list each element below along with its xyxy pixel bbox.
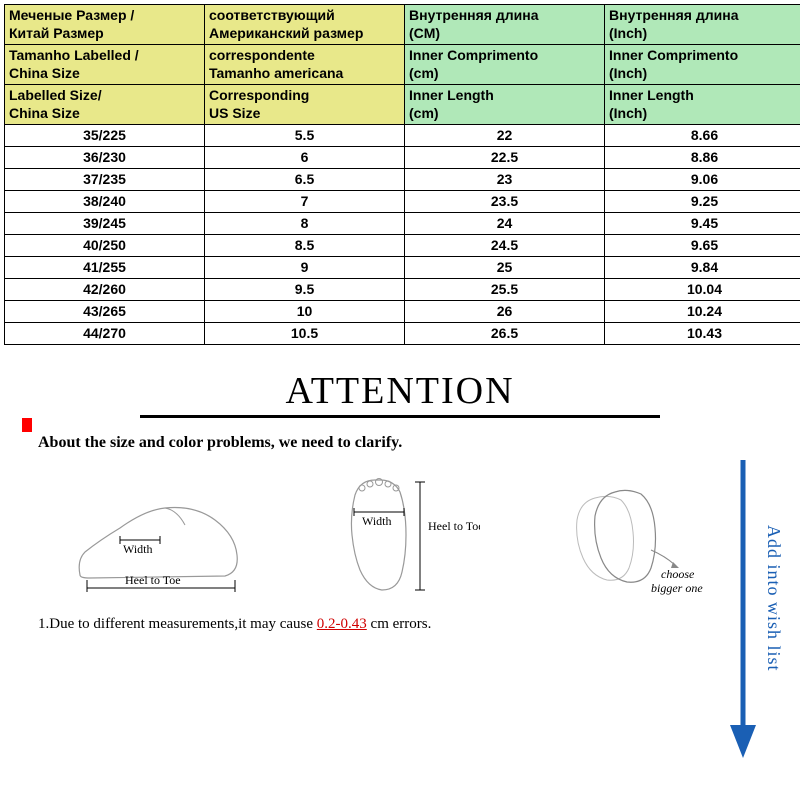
table-cell: 7	[205, 191, 405, 213]
table-cell: 42/260	[5, 279, 205, 301]
table-row: 37/2356.5239.06	[5, 169, 800, 191]
svg-text:Width: Width	[362, 514, 392, 528]
header-cell: Внутренняя длина(CM)	[405, 5, 605, 45]
heel-toe-label: Heel to Toe	[125, 573, 181, 587]
table-cell: 8	[205, 213, 405, 235]
foot-diagrams: Width Heel to Toe Width	[40, 470, 760, 600]
table-cell: 26	[405, 301, 605, 323]
size-table-container: Меченые Размер /Китай Размерсоответствую…	[0, 0, 800, 345]
wishlist-label[interactable]: Add into wish list	[763, 525, 784, 672]
table-row: 42/2609.525.510.04	[5, 279, 800, 301]
note-prefix: 1.Due to different measurements,it may c…	[38, 616, 317, 632]
table-cell: 9.45	[605, 213, 800, 235]
table-cell: 44/270	[5, 323, 205, 345]
note-suffix: cm errors.	[367, 616, 432, 632]
table-cell: 43/265	[5, 301, 205, 323]
header-cell: Inner Comprimento(Inch)	[605, 45, 800, 85]
header-cell: Inner Length(cm)	[405, 85, 605, 125]
table-cell: 10.5	[205, 323, 405, 345]
attention-section: ATTENTION About the size and color probl…	[0, 345, 800, 633]
table-cell: 35/225	[5, 125, 205, 147]
table-cell: 9.06	[605, 169, 800, 191]
table-cell: 41/255	[5, 257, 205, 279]
table-row: 43/265102610.24	[5, 301, 800, 323]
table-cell: 8.86	[605, 147, 800, 169]
svg-text:Heel to Toe: Heel to Toe	[428, 519, 480, 533]
table-cell: 23	[405, 169, 605, 191]
table-cell: 22.5	[405, 147, 605, 169]
header-cell: Labelled Size/China Size	[5, 85, 205, 125]
table-cell: 23.5	[405, 191, 605, 213]
attention-title: ATTENTION	[140, 369, 660, 418]
table-cell: 22	[405, 125, 605, 147]
size-table-body: 35/2255.5228.6636/230622.58.8637/2356.52…	[5, 125, 800, 345]
size-table: Меченые Размер /Китай Размерсоответствую…	[4, 4, 800, 345]
table-cell: 39/245	[5, 213, 205, 235]
table-row: 40/2508.524.59.65	[5, 235, 800, 257]
wishlist-arrow-icon	[728, 460, 758, 760]
table-cell: 25	[405, 257, 605, 279]
table-cell: 37/235	[5, 169, 205, 191]
note-red: 0.2-0.43	[317, 616, 367, 632]
table-cell: 10.24	[605, 301, 800, 323]
table-cell: 6	[205, 147, 405, 169]
size-table-header: Меченые Размер /Китай Размерсоответствую…	[5, 5, 800, 125]
footprint-diagram: Width Heel to Toe	[280, 470, 520, 600]
table-cell: 36/230	[5, 147, 205, 169]
table-cell: 6.5	[205, 169, 405, 191]
header-cell: correspondenteTamanho americana	[205, 45, 405, 85]
header-cell: CorrespondingUS Size	[205, 85, 405, 125]
table-cell: 24.5	[405, 235, 605, 257]
table-row: 41/2559259.84	[5, 257, 800, 279]
table-row: 38/240723.59.25	[5, 191, 800, 213]
table-cell: 26.5	[405, 323, 605, 345]
header-cell: Внутренняя длина(Inch)	[605, 5, 800, 45]
table-cell: 9.84	[605, 257, 800, 279]
foot-compare-diagram: choose bigger one	[520, 480, 760, 600]
table-cell: 5.5	[205, 125, 405, 147]
svg-text:choose: choose	[661, 567, 695, 581]
table-row: 44/27010.526.510.43	[5, 323, 800, 345]
table-cell: 25.5	[405, 279, 605, 301]
table-cell: 8.5	[205, 235, 405, 257]
foot-side-diagram: Width Heel to Toe	[40, 480, 280, 600]
header-cell: Inner Comprimento(cm)	[405, 45, 605, 85]
header-cell: Inner Length(Inch)	[605, 85, 800, 125]
svg-text:bigger one: bigger one	[651, 581, 703, 595]
note-line: 1.Due to different measurements,it may c…	[38, 616, 770, 633]
header-cell: Tamanho Labelled /China Size	[5, 45, 205, 85]
table-cell: 38/240	[5, 191, 205, 213]
table-cell: 10.43	[605, 323, 800, 345]
table-cell: 24	[405, 213, 605, 235]
width-label: Width	[123, 542, 153, 556]
table-row: 35/2255.5228.66	[5, 125, 800, 147]
header-cell: Меченые Размер /Китай Размер	[5, 5, 205, 45]
table-cell: 9	[205, 257, 405, 279]
table-cell: 8.66	[605, 125, 800, 147]
table-row: 39/2458249.45	[5, 213, 800, 235]
table-cell: 9.65	[605, 235, 800, 257]
header-cell: соответствующийАмериканский размер	[205, 5, 405, 45]
table-cell: 9.25	[605, 191, 800, 213]
table-cell: 10	[205, 301, 405, 323]
table-cell: 40/250	[5, 235, 205, 257]
table-row: 36/230622.58.86	[5, 147, 800, 169]
table-cell: 10.04	[605, 279, 800, 301]
table-cell: 9.5	[205, 279, 405, 301]
attention-subtitle: About the size and color problems, we ne…	[38, 434, 770, 452]
